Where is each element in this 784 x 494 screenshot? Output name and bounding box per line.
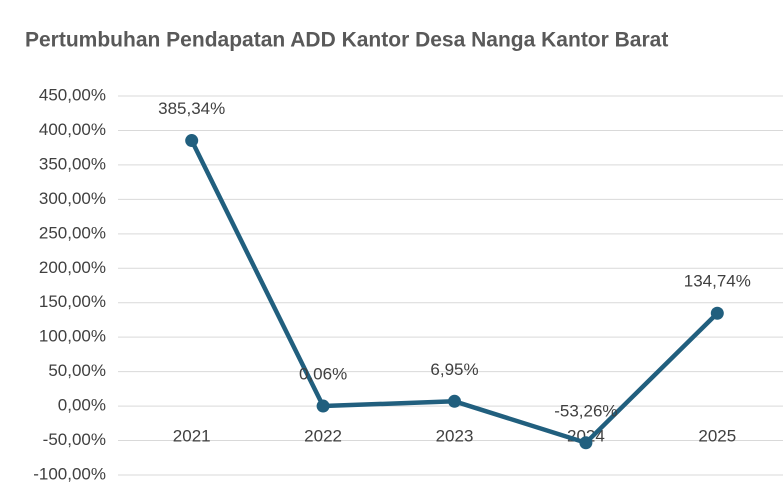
point xyxy=(710,306,724,320)
y-tick-label: 350,00% xyxy=(39,154,106,173)
y-tick-label: -50,00% xyxy=(43,430,106,449)
data-label: 6,95% xyxy=(430,360,478,379)
data-label: -53,26% xyxy=(554,401,617,420)
y-tick-label: 450,00% xyxy=(39,85,106,104)
x-tick-label: 2021 xyxy=(173,427,211,446)
y-tick-label: 300,00% xyxy=(39,189,106,208)
point xyxy=(579,436,593,450)
data-label: 134,74% xyxy=(684,272,751,291)
x-tick-label: 2022 xyxy=(304,427,342,446)
x-tick-label: 2025 xyxy=(698,427,736,446)
data-label: 385,34% xyxy=(158,99,225,118)
point xyxy=(448,394,461,408)
y-tick-label: 400,00% xyxy=(39,120,106,139)
x-tick-label: 2023 xyxy=(436,427,474,446)
y-tick-label: 150,00% xyxy=(39,292,106,311)
y-tick-label: 50,00% xyxy=(48,361,106,380)
y-tick-label: 100,00% xyxy=(39,327,106,346)
y-tick-label: 250,00% xyxy=(39,223,106,242)
y-tick-label: 0,00% xyxy=(58,396,106,415)
y-tick-label: -100,00% xyxy=(33,464,106,483)
chart-title: Pertumbuhan Pendapatan ADD Kantor Desa N… xyxy=(25,29,668,52)
data-label: 0,06% xyxy=(299,365,347,384)
point xyxy=(185,134,199,148)
y-tick-label: 200,00% xyxy=(39,258,106,277)
point xyxy=(316,399,330,413)
